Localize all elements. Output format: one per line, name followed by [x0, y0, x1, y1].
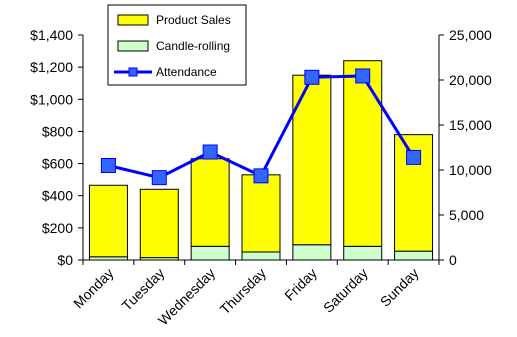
- legend-label-candle-rolling: Candle-rolling: [156, 39, 230, 53]
- legend-label-product-sales: Product Sales: [156, 13, 231, 27]
- axes-layer: $0 $200 $400 $600 $800 $1,000 $1,200 $1,400 0 5,0…: [30, 27, 492, 268]
- y-right-tick-label: 5,000: [449, 207, 484, 223]
- bar-candle-rolling-friday: [292, 244, 332, 261]
- y-left-tick-label: $0: [57, 252, 73, 268]
- x-tick-label-saturday: Saturday: [320, 265, 371, 316]
- x-tick-label-sunday: Sunday: [377, 265, 422, 310]
- legend-swatch-marker-attendance: [128, 67, 138, 77]
- marker-attendance-thursday: [253, 168, 269, 184]
- y-right-tick-label: 20,000: [449, 72, 492, 88]
- y-left-tick-label: $400: [42, 188, 73, 204]
- x-tick-label-friday: Friday: [281, 265, 320, 304]
- y-right-tick-label: 15,000: [449, 117, 492, 133]
- bar-product-sales-monday: [88, 184, 128, 258]
- marker-attendance-sunday: [406, 149, 422, 165]
- bar-product-sales-thursday: [241, 174, 281, 253]
- marker-attendance-wednesday: [202, 144, 218, 160]
- legend-swatch-candle-rolling: [117, 40, 149, 52]
- y-right-tick-label: 25,000: [449, 27, 492, 43]
- y-left-tick-label: $600: [42, 156, 73, 172]
- bar-candle-rolling-saturday: [343, 245, 383, 261]
- legend-swatch-product-sales: [117, 14, 149, 26]
- x-tick-label-thursday: Thursday: [217, 265, 270, 318]
- marker-attendance-monday: [100, 158, 116, 173]
- bars-layer: [88, 60, 434, 261]
- y-left-tick-label: $800: [42, 123, 73, 139]
- bar-product-sales-wednesday: [190, 158, 230, 247]
- x-tick-label-monday: Monday: [70, 265, 117, 312]
- legend-label-attendance: Attendance: [156, 65, 217, 79]
- marker-attendance-saturday: [355, 68, 371, 84]
- bar-candle-rolling-sunday: [394, 250, 434, 261]
- x-tick-label-tuesday: Tuesday: [118, 265, 167, 314]
- bar-candle-rolling-thursday: [241, 251, 281, 261]
- marker-attendance-friday: [304, 69, 320, 85]
- legend: Product Sales Candle-rolling Attendance: [107, 4, 247, 86]
- y-left-tick-label: $1,000: [30, 91, 73, 107]
- bar-product-sales-saturday: [343, 60, 383, 247]
- y-left-tick-label: $200: [42, 220, 73, 236]
- bar-product-sales-tuesday: [139, 188, 179, 259]
- y-right-tick-label: 0: [449, 252, 457, 268]
- attendance-line-layer: [100, 68, 422, 186]
- marker-attendance-tuesday: [151, 170, 167, 186]
- y-right-tick-label: 10,000: [449, 162, 492, 178]
- y-left-tick-label: $1,400: [30, 27, 73, 43]
- y-left-tick-label: $1,200: [30, 59, 73, 75]
- bar-candle-rolling-wednesday: [190, 245, 230, 261]
